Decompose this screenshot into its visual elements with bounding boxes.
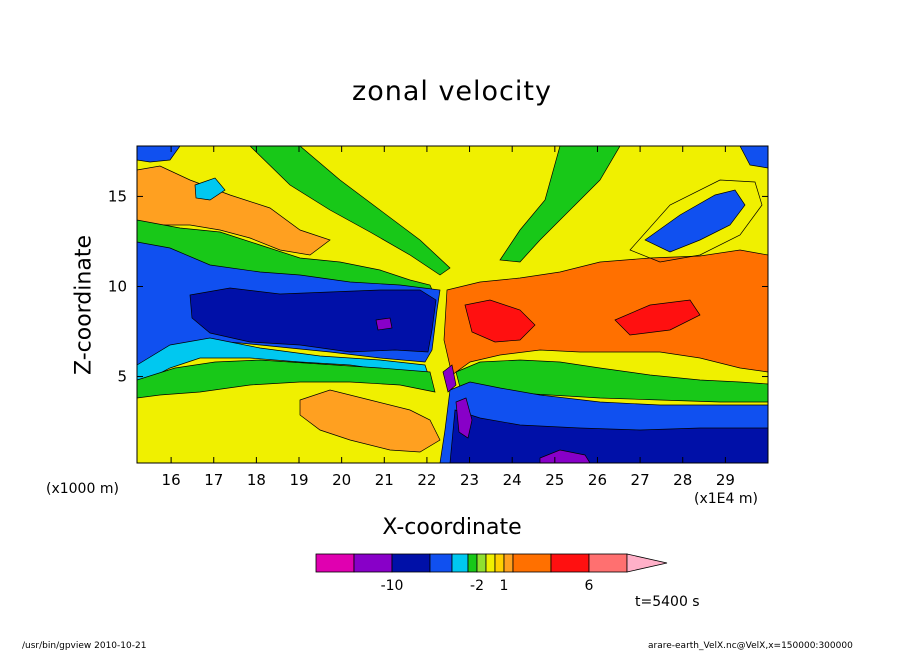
- x-tick-label: 29: [716, 471, 735, 489]
- x-tick-label: 28: [673, 471, 692, 489]
- lower-left-orange-region: [299, 389, 441, 453]
- min-core-region: [375, 317, 393, 331]
- colorbar-label: -2: [470, 578, 484, 594]
- x-tick-label: 26: [588, 471, 607, 489]
- x-tick-label: 23: [460, 471, 479, 489]
- colorbar-swatch: [485, 553, 496, 573]
- colorbar-swatch: [451, 553, 469, 573]
- max-core-region: [464, 299, 536, 343]
- lower-right-dark-blue-layer: [449, 409, 768, 463]
- footer-command: /usr/bin/gpview 2010-10-21: [22, 641, 147, 651]
- x-tick-label: 17: [204, 471, 223, 489]
- colorbar-label: 6: [585, 578, 594, 594]
- y-tick-label: 5: [117, 368, 127, 386]
- top-right-blue-cell: [739, 146, 768, 169]
- y-tick-label: 15: [108, 187, 127, 205]
- upper-right-blue-cell: [644, 189, 746, 253]
- lower-left-green-band: [137, 359, 436, 399]
- colorbar-swatch: [315, 553, 355, 573]
- colorbar-swatch: [550, 553, 590, 573]
- negative-core-region: [189, 287, 437, 353]
- colorbar: -10 -2 1 6: [315, 553, 668, 594]
- left-cyan-cell: [194, 177, 226, 201]
- y-tick-label: 10: [108, 277, 127, 295]
- x-tick-label: 22: [417, 471, 436, 489]
- upper-right-cyan-ring: [629, 179, 763, 263]
- x-tick-label: 16: [162, 471, 181, 489]
- colorbar-swatch: [588, 553, 628, 573]
- colorbar-label: 1: [500, 578, 509, 594]
- mid-right-orange-layer: [443, 249, 768, 376]
- velocity-field: [137, 146, 768, 463]
- colorbar-swatch: [429, 553, 453, 573]
- plot-frame: [136, 145, 769, 464]
- x-tick-label: 18: [247, 471, 266, 489]
- time-annotation: t=5400 s: [635, 594, 700, 610]
- top-right-green-streaks: [499, 146, 621, 263]
- footer-source: arare-earth_VelX.nc@VelX,x=150000:300000: [648, 641, 853, 651]
- x-axis-unit-label: (x1E4 m): [694, 491, 758, 507]
- shear-line-negative: [442, 364, 457, 393]
- colorbar-extend-arrow: [626, 553, 668, 573]
- colorbar-swatch: [494, 553, 505, 573]
- x-tick-label: 24: [503, 471, 522, 489]
- x-tick-label: 27: [631, 471, 650, 489]
- lower-right-minimum-spot: [539, 449, 591, 463]
- y-axis-unit-label: (x1000 m): [46, 481, 119, 497]
- colorbar-swatch: [353, 553, 393, 573]
- x-tick-label: 25: [545, 471, 564, 489]
- colorbar-swatch: [391, 553, 431, 573]
- colorbar-swatch: [467, 553, 478, 573]
- y-axis-ticks: 5 10 15: [108, 187, 768, 386]
- colorbar-swatch: [503, 553, 514, 573]
- top-green-streaks: [249, 146, 451, 276]
- x-axis-title: X-coordinate: [382, 515, 522, 540]
- colorbar-label: -10: [381, 578, 404, 594]
- right-secondary-max-region: [614, 299, 701, 336]
- shear-line-negative-lower: [455, 397, 473, 439]
- x-axis-ticks: 16 17 18 19 20 21 22 23 24 25 26 27 28 29: [162, 146, 735, 489]
- chart-title: zonal velocity: [352, 76, 552, 107]
- x-tick-label: 19: [289, 471, 308, 489]
- x-tick-label: 20: [332, 471, 351, 489]
- colorbar-swatch: [476, 553, 487, 573]
- x-tick-label: 21: [375, 471, 394, 489]
- colorbar-swatch: [512, 553, 552, 573]
- top-left-blue-cell: [137, 146, 181, 163]
